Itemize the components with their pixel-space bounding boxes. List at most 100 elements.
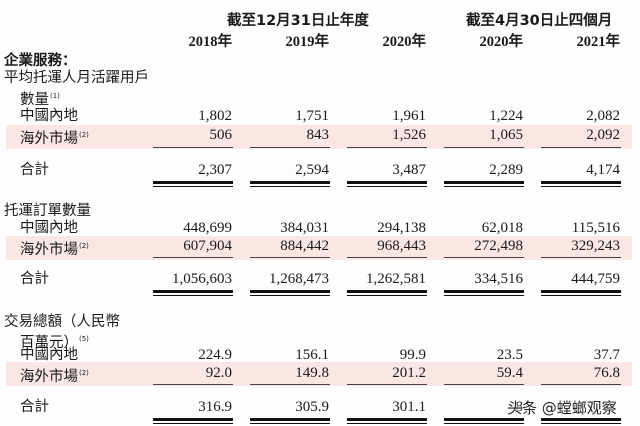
total-cell: 2,289	[489, 162, 523, 178]
cell: 37.7	[593, 347, 620, 363]
total-cell: 1,056,603	[172, 271, 232, 287]
total-double-rule	[153, 418, 233, 424]
subtotal-rule	[541, 384, 621, 385]
cell: 2,092	[586, 127, 620, 143]
total-label: 合計	[20, 399, 49, 415]
cell: 59.4	[496, 365, 523, 381]
total-double-rule	[444, 181, 524, 187]
cell: 2,082	[586, 108, 620, 124]
cell: 607,904	[183, 238, 232, 254]
cell: 1,802	[198, 108, 232, 124]
total-label: 合計	[20, 271, 49, 287]
highlight-band	[6, 125, 632, 149]
total-cell: 2,594	[295, 162, 329, 178]
row-label-overseas: 海外市場(2)	[20, 238, 89, 258]
subtotal-rule	[541, 257, 621, 258]
total-double-rule	[347, 290, 427, 296]
subtotal-rule	[153, 257, 233, 258]
subtotal-rule	[444, 384, 524, 385]
total-cell: 8	[515, 399, 524, 415]
cell: 384,031	[280, 220, 329, 236]
footnote-marker: (5)	[79, 335, 89, 343]
total-double-rule	[347, 181, 427, 187]
total-double-rule	[153, 290, 233, 296]
watermark: 头条 @螳螂观察	[507, 399, 617, 417]
total-cell: 4,174	[586, 162, 620, 178]
cell: 884,442	[280, 238, 329, 254]
cell: 23.5	[496, 347, 523, 363]
cell: 62,018	[481, 220, 523, 236]
cell: 329,243	[571, 238, 620, 254]
total-cell: 301.1	[392, 399, 426, 415]
header-year-2020-4m: 2020年	[479, 34, 524, 50]
metric-title-cont: 數量(1)	[20, 88, 60, 108]
cell: 506	[209, 127, 233, 143]
subtotal-rule	[153, 147, 233, 148]
cell: 1,961	[392, 108, 426, 124]
cell: 115,516	[571, 220, 620, 236]
cell: 92.0	[205, 365, 232, 381]
cell: 149.8	[295, 365, 329, 381]
total-double-rule	[541, 181, 621, 187]
total-double-rule	[250, 290, 330, 296]
total-double-rule	[250, 418, 330, 424]
subtotal-rule	[444, 147, 524, 148]
metric-title-line2: 數量	[20, 91, 49, 108]
metric-title: 交易總額（人民幣	[4, 314, 120, 330]
subtotal-rule	[347, 257, 427, 258]
cell: 1,065	[489, 127, 523, 143]
footnote-marker: (1)	[50, 92, 60, 100]
header-year-2018: 2018年	[188, 34, 233, 50]
section-heading: 企業服務：	[4, 53, 77, 69]
total-double-rule	[541, 418, 621, 424]
header-year-2019: 2019年	[285, 34, 330, 50]
row-label-overseas: 海外市場(2)	[20, 127, 89, 147]
row-label-text: 海外市場	[20, 241, 78, 258]
cell: 76.8	[593, 365, 620, 381]
cell: 99.9	[399, 347, 426, 363]
metric-title-cont: 百萬元）(5)	[20, 331, 89, 351]
cell: 843	[306, 127, 330, 143]
row-label-text: 海外市場	[20, 130, 78, 147]
row-label-text: 海外市場	[20, 368, 78, 385]
header-year-2021-4m: 2021年	[576, 34, 621, 50]
header-year-2020: 2020年	[382, 34, 427, 50]
subtotal-rule	[153, 384, 233, 385]
cell: 968,443	[377, 238, 426, 254]
cell: 294,138	[377, 220, 426, 236]
row-label-china: 中國內地	[20, 220, 78, 236]
total-cell: 444,759	[571, 271, 620, 287]
subtotal-rule	[347, 147, 427, 148]
cell: 224.9	[198, 347, 232, 363]
cell: 1,224	[489, 108, 523, 124]
highlight-band	[6, 236, 632, 260]
subtotal-rule	[250, 257, 330, 258]
metric-title: 平均托運人月活躍用戶	[4, 70, 149, 86]
total-double-rule	[444, 290, 524, 296]
header-group-four-months: 截至4月30日止四個月	[466, 13, 613, 29]
total-label: 合計	[20, 162, 49, 178]
row-label-china: 中國內地	[20, 347, 78, 363]
row-label-china: 中國內地	[20, 108, 78, 124]
footnote-marker: (2)	[79, 131, 89, 139]
total-double-rule	[250, 181, 330, 187]
cell: 201.2	[392, 365, 426, 381]
total-cell: 305.9	[295, 399, 329, 415]
subtotal-rule	[250, 147, 330, 148]
cell: 272,498	[474, 238, 523, 254]
subtotal-rule	[541, 147, 621, 148]
total-cell: 3,487	[392, 162, 426, 178]
cell: 1,526	[392, 127, 426, 143]
total-double-rule	[153, 181, 233, 187]
cell: 156.1	[295, 347, 329, 363]
subtotal-rule	[347, 384, 427, 385]
total-cell: 2,307	[198, 162, 232, 178]
metric-title-line2: 百萬元）	[20, 334, 78, 351]
total-cell: 1,268,473	[269, 271, 329, 287]
metric-title: 托運訂單數量	[4, 203, 91, 219]
footnote-marker: (2)	[79, 369, 89, 377]
total-double-rule	[444, 418, 524, 424]
highlight-band	[6, 362, 632, 386]
total-cell: 334,516	[474, 271, 523, 287]
total-cell: 316.9	[198, 399, 232, 415]
